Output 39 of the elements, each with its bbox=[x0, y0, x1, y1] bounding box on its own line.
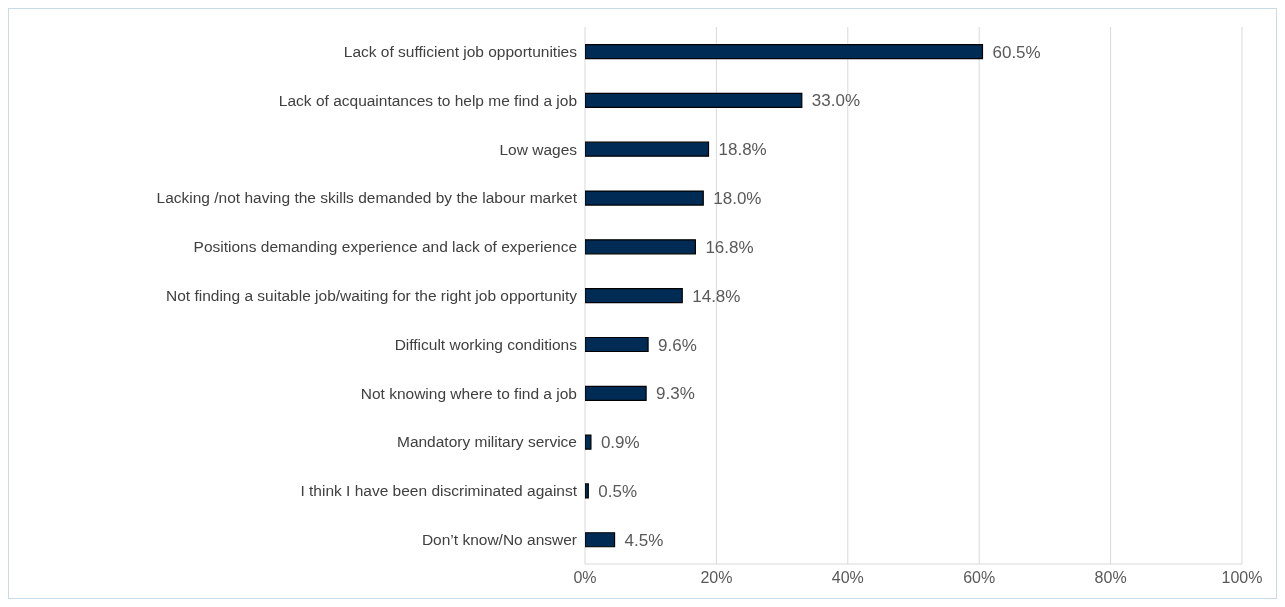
y-tick-label: Low wages bbox=[499, 140, 578, 158]
bar bbox=[585, 239, 696, 255]
y-tick-label: Difficult working conditions bbox=[394, 335, 578, 353]
bar bbox=[585, 483, 589, 499]
x-tick-label: 80% bbox=[1094, 569, 1127, 587]
bar bbox=[585, 288, 683, 304]
y-tick-label: Mandatory military service bbox=[396, 433, 577, 451]
data-label: 18.0% bbox=[713, 189, 762, 209]
x-tick-label: 60% bbox=[963, 569, 996, 587]
y-tick-label: Lack of acquaintances to help me find a job bbox=[278, 91, 577, 109]
bar bbox=[585, 43, 984, 60]
y-tick-label: Don’t know/No answer bbox=[421, 531, 577, 549]
y-tick-label: Lacking /not having the skills demanded by the labour market bbox=[156, 189, 578, 207]
data-label: 4.5% bbox=[624, 530, 664, 550]
data-label: 9.6% bbox=[658, 335, 697, 355]
bar bbox=[585, 385, 647, 401]
x-tick-label: 40% bbox=[831, 569, 864, 587]
data-label: 18.8% bbox=[718, 140, 767, 160]
bar bbox=[585, 141, 710, 157]
x-tick-label: 20% bbox=[700, 569, 733, 587]
data-label: 14.8% bbox=[692, 286, 741, 306]
bar bbox=[585, 190, 704, 206]
bar bbox=[585, 336, 649, 353]
data-label: 33.0% bbox=[811, 91, 861, 111]
y-tick-label: Positions demanding experience and lack of experience bbox=[193, 238, 577, 256]
x-tick-label: 0% bbox=[573, 569, 597, 587]
y-tick-label: Lack of sufficient job opportunities bbox=[343, 42, 578, 60]
y-tick-label: Not finding a suitable job/waiting for the right job opportunity bbox=[166, 287, 578, 304]
data-label: 9.3% bbox=[656, 384, 695, 404]
data-label: 60.5% bbox=[992, 42, 1041, 62]
x-tick-label: 100% bbox=[1221, 569, 1263, 587]
bar bbox=[585, 532, 616, 548]
data-label: 0.9% bbox=[600, 433, 640, 453]
bar bbox=[585, 92, 803, 108]
data-label: 0.5% bbox=[598, 481, 638, 501]
y-tick-label: Not knowing where to find a job bbox=[360, 384, 577, 402]
y-tick-label: I think I have been discriminated against bbox=[300, 482, 578, 500]
bar bbox=[585, 434, 592, 450]
data-label: 16.8% bbox=[705, 237, 754, 257]
